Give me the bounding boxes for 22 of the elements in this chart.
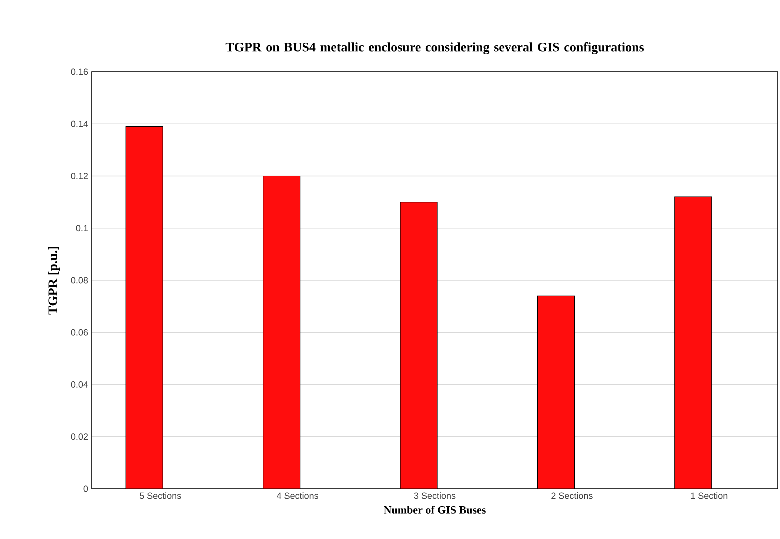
y-tick-label: 0.12 (71, 173, 88, 180)
bar (126, 126, 164, 489)
y-tick-label: 0.04 (71, 382, 88, 388)
bar (400, 202, 438, 489)
bar (263, 176, 301, 489)
bar (674, 196, 712, 489)
bar (537, 296, 575, 489)
x-tick-label: 5 Sections (140, 492, 182, 500)
x-tick-label: 1 Section (691, 492, 728, 500)
y-tick-label: 0.06 (71, 329, 88, 336)
x-tick-label: 4 Sections (276, 492, 318, 500)
x-axis-title: Number of GIS Buses (384, 506, 486, 514)
y-tick-label: 0.02 (71, 434, 88, 440)
x-tick-label: 3 Sections (414, 492, 456, 500)
y-tick-label: 0.14 (71, 120, 88, 128)
y-tick-label: 0.08 (71, 277, 88, 284)
x-tick-label: 2 Sections (552, 492, 593, 500)
y-tick-label: 0 (84, 486, 88, 492)
y-axis-title: TGPR [p.u.] (48, 246, 60, 315)
chart-title: TGPR on BUS4 metallic enclosure considering several GIS configurations (226, 42, 644, 54)
y-tick-label: 0.1 (76, 225, 88, 232)
y-tick-label: 0.16 (71, 68, 88, 76)
